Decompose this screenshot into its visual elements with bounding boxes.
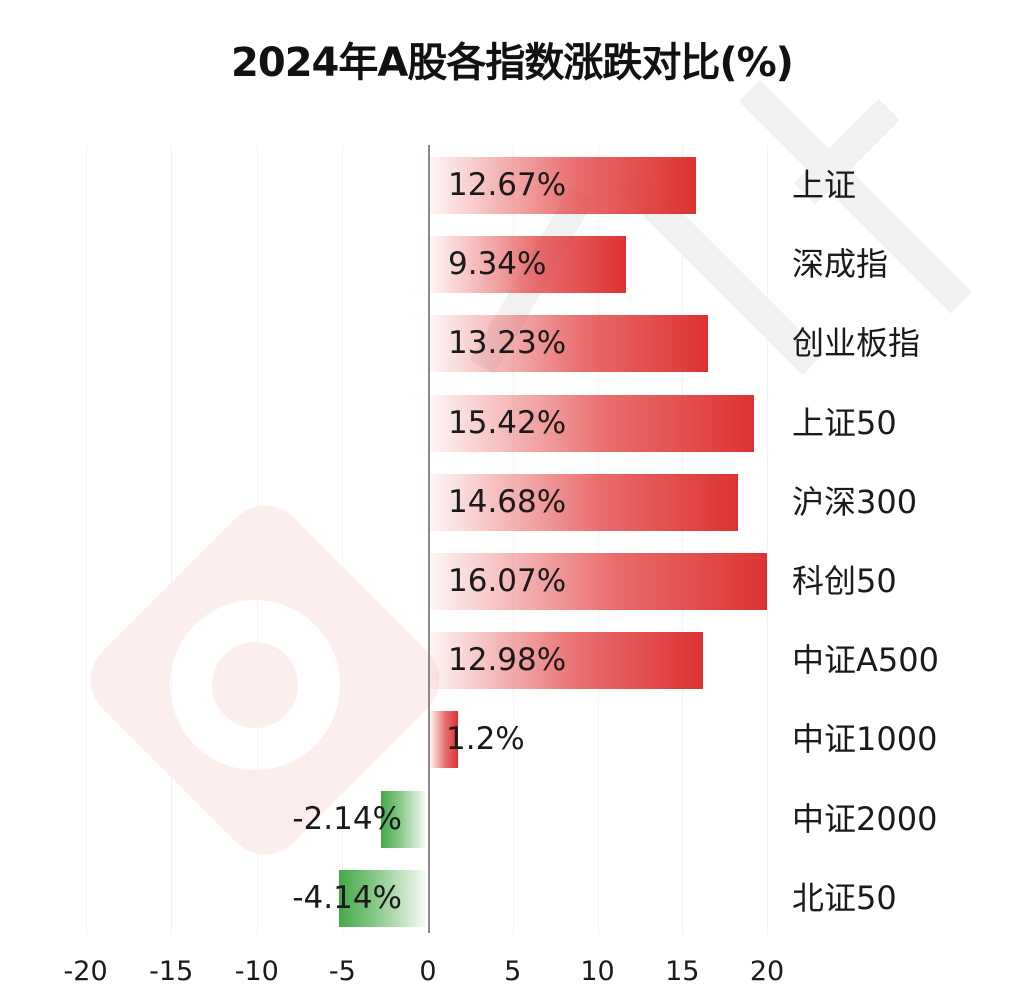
category-label: 中证1000 [792,720,938,759]
x-tick-label: -20 [63,956,108,987]
value-label: -4.14% [292,879,402,916]
chart-title: 2024年A股各指数涨跌对比(%) [231,40,794,86]
bar-8 [381,790,426,848]
bar-1 [430,236,627,294]
category-label: 北证50 [792,878,897,917]
category-label: 科创50 [792,562,897,600]
gridline [597,145,599,935]
x-tick-label: 5 [504,956,522,987]
bar-6 [430,632,703,690]
gridline [342,145,344,935]
x-tick-label: -10 [234,956,279,987]
category-label: 中证2000 [792,799,938,838]
gridline [85,145,87,935]
value-label: 16.07% [448,563,567,599]
watermark-ring-icon [170,600,340,770]
value-label: 15.42% [448,404,567,441]
gridline [512,145,514,935]
value-label: 1.2% [446,721,525,758]
category-label: 中证A500 [792,641,939,680]
x-tick-label: 20 [749,956,785,987]
value-label: 12.67% [448,167,567,203]
x-tick-label: -15 [149,956,194,987]
value-label: 9.34% [448,246,547,283]
category-label: 深成指 [792,245,889,284]
bar-4 [430,473,739,531]
category-label: 沪深300 [792,482,918,521]
value-label: -2.14% [292,800,402,837]
value-label: 12.98% [448,642,567,679]
x-tick-label: 15 [665,956,700,987]
x-tick-label: 0 [419,956,437,987]
bar-2 [430,315,708,373]
bar-3 [430,394,754,452]
bar-9 [339,869,426,927]
gridline [767,145,768,935]
x-tick-label: -5 [328,956,356,987]
gridline [682,145,684,935]
value-label: 14.68% [448,483,567,520]
bar-5 [430,553,768,610]
bar-0 [430,157,697,214]
category-label: 创业板指 [792,324,921,363]
category-label: 上证 [792,166,857,204]
zero-axis-line [428,145,430,933]
category-label: 上证50 [792,403,897,442]
gridline [171,145,173,935]
gridline [256,145,258,935]
value-label: 13.23% [448,325,567,362]
bar-7 [430,711,459,769]
x-tick-label: 10 [580,956,615,987]
